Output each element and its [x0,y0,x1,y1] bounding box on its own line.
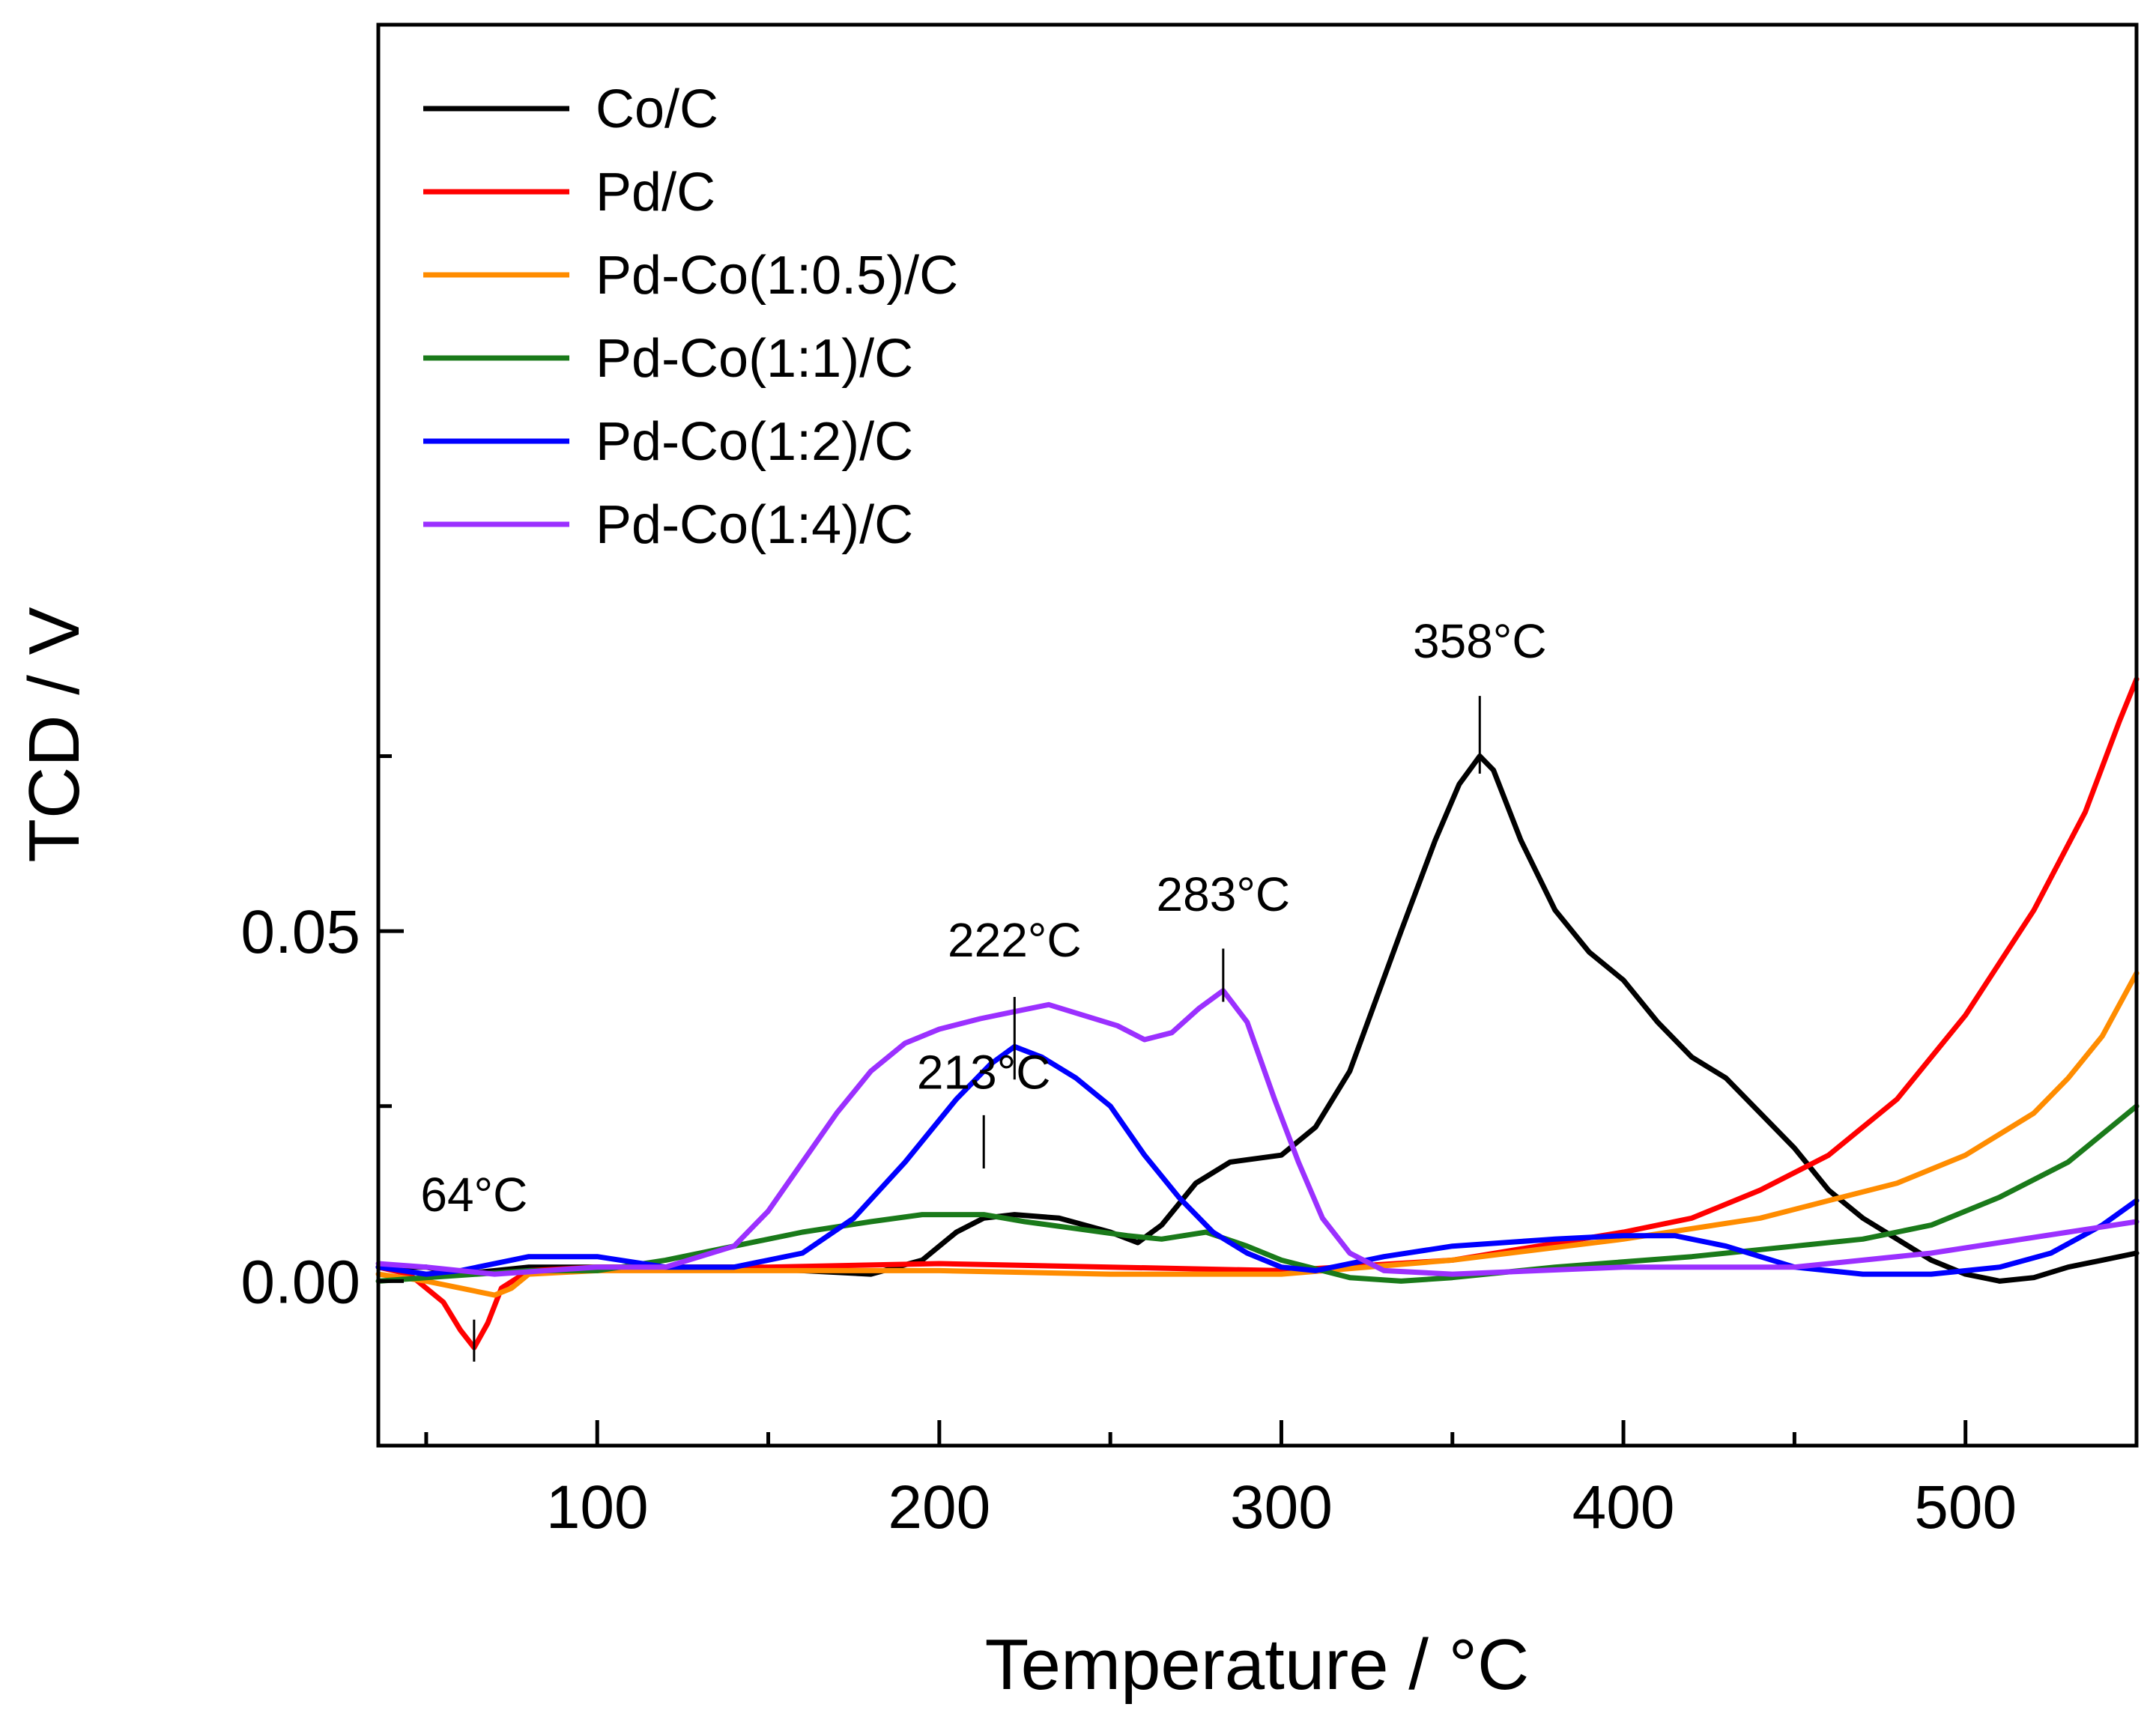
legend: Co/C Pd/C Pd-Co(1:0.5)/C Pd-Co(1:1)/C Pd-Co(… [423,79,958,555]
peak-label: 358°C [1413,614,1547,668]
peak-label: 283°C [1157,867,1291,921]
legend-label-pd-co-1-0-5-c: Pd-Co(1:0.5)/C [596,246,958,306]
plot-frame [376,22,2139,1448]
legend-label-pd-co-1-1-c: Pd-Co(1:1)/C [596,329,913,389]
peak-label: 222°C [948,913,1082,967]
legend-label-pd-c: Pd/C [596,163,715,222]
x-tick-label: 500 [1914,1473,2017,1541]
legend-label-pd-co-1-2-c: Pd-Co(1:2)/C [596,412,913,472]
x-tick-label: 300 [1230,1473,1333,1541]
legend-label-pd-co-1-4-c: Pd-Co(1:4)/C [596,495,913,555]
y-tick-label: 0.05 [240,898,360,966]
legend-label-co-c: Co/C [596,79,718,139]
series-line-pd-co-1-4-c [375,988,2140,1277]
series-line-pd-co-1-2-c [375,1043,2140,1277]
x-tick-label: 200 [888,1473,990,1541]
x-tick-label: 400 [1572,1473,1675,1541]
series-layer [375,676,2140,1350]
peak-label: 213°C [917,1045,1051,1099]
x-axis-title: Temperature / °C [985,1625,1530,1705]
annotations-layer: 64°C 213°C 222°C 283°C 358°C [420,614,1547,1362]
series-line-pd-c [375,676,2140,1350]
ticks-layer: 100 200 300 400 500 0.00 0.05 [240,754,2139,1541]
series-line-pd-co-1-0-5-c [375,970,2140,1298]
peak-label: 64°C [420,1168,527,1222]
x-tick-label: 100 [546,1473,649,1541]
y-axis-title: TCD / V [14,607,94,862]
y-tick-label: 0.00 [240,1248,360,1316]
